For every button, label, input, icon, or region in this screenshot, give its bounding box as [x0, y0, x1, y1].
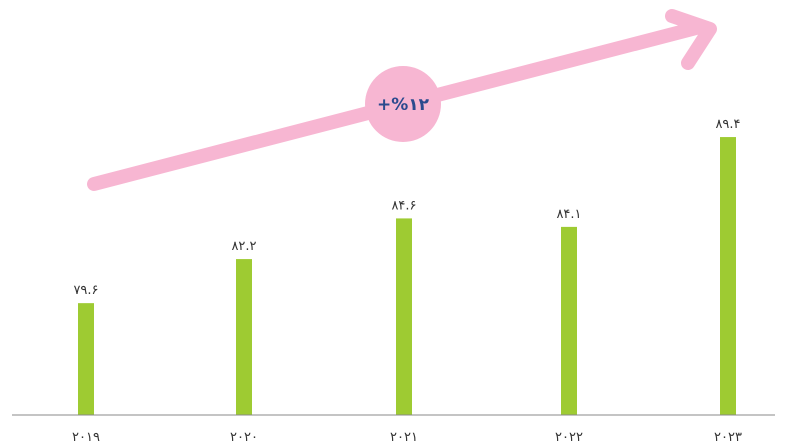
x-tick-label-1: ۲۰۱۹ [72, 430, 100, 445]
bar-1 [78, 303, 94, 415]
bar-value-label-3: ۸۴.۶ [391, 198, 416, 213]
bar-2 [236, 259, 252, 415]
bar-3 [396, 218, 412, 415]
bar-value-label-4: ۸۴.۱ [556, 207, 581, 222]
bar-value-label-2: ۸۲.۲ [231, 239, 256, 254]
x-tick-label-5: ۲۰۲۳ [714, 430, 742, 445]
bar-4 [561, 226, 577, 415]
growth-badge-circle [365, 66, 441, 142]
bar-value-label-1: ۷۹.۶ [73, 283, 98, 298]
x-axis-ticks: ۲۰۱۹ ۲۰۲۰ ۲۰۲۱ ۲۰۲۲ ۲۰۲۳ [72, 430, 742, 445]
x-tick-label-2: ۲۰۲۰ [230, 430, 258, 445]
bar-5 [720, 137, 736, 415]
bar-value-label-5: ۸۹.۴ [715, 117, 740, 132]
trend-arrow-head [665, 9, 717, 70]
x-tick-label-4: ۲۰۲۲ [555, 430, 583, 445]
bars-group: ۷۹.۶ ۸۲.۲ ۸۴.۶ ۸۴.۱ ۸۹.۴ [73, 117, 741, 415]
x-tick-label-3: ۲۰۲۱ [390, 430, 418, 445]
growth-badge: +%۱۲ [365, 66, 441, 142]
growth-badge-text: +%۱۲ [377, 95, 430, 115]
